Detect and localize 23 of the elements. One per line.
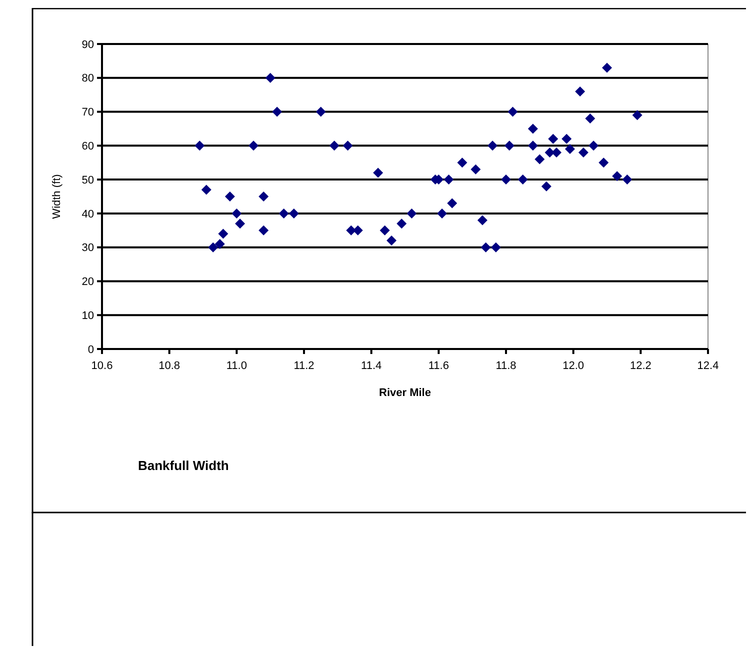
- y-tick-label: 0: [88, 344, 94, 356]
- y-tick-label: 30: [82, 242, 94, 254]
- y-tick-label: 70: [82, 106, 94, 119]
- y-tick-label: 90: [82, 38, 94, 51]
- y-tick-label: 80: [82, 72, 94, 85]
- y-axis-title: Width (ft): [51, 174, 63, 219]
- x-tick-label: 11.0: [226, 360, 247, 372]
- x-axis-title: River Mile: [379, 387, 431, 399]
- x-tick-label: 10.6: [91, 360, 113, 372]
- text: Bankfull Width: [138, 458, 229, 473]
- x-tick-label: 11.2: [294, 360, 314, 372]
- x-tick-label: 10.8: [158, 360, 180, 372]
- y-tick-label: 40: [82, 208, 94, 220]
- x-tick-label: 11.4: [361, 360, 382, 372]
- y-tick-label: 10: [82, 310, 94, 322]
- x-tick-label: 12.4: [697, 360, 719, 372]
- y-tick-label: 50: [82, 174, 94, 186]
- x-tick-label: 11.6: [428, 360, 449, 372]
- x-tick-label: 12.0: [562, 360, 584, 372]
- x-tick-label: 12.2: [630, 360, 652, 372]
- x-tick-label: 11.8: [496, 360, 516, 372]
- y-tick-label: 20: [82, 276, 94, 288]
- y-tick-label: 60: [82, 140, 94, 153]
